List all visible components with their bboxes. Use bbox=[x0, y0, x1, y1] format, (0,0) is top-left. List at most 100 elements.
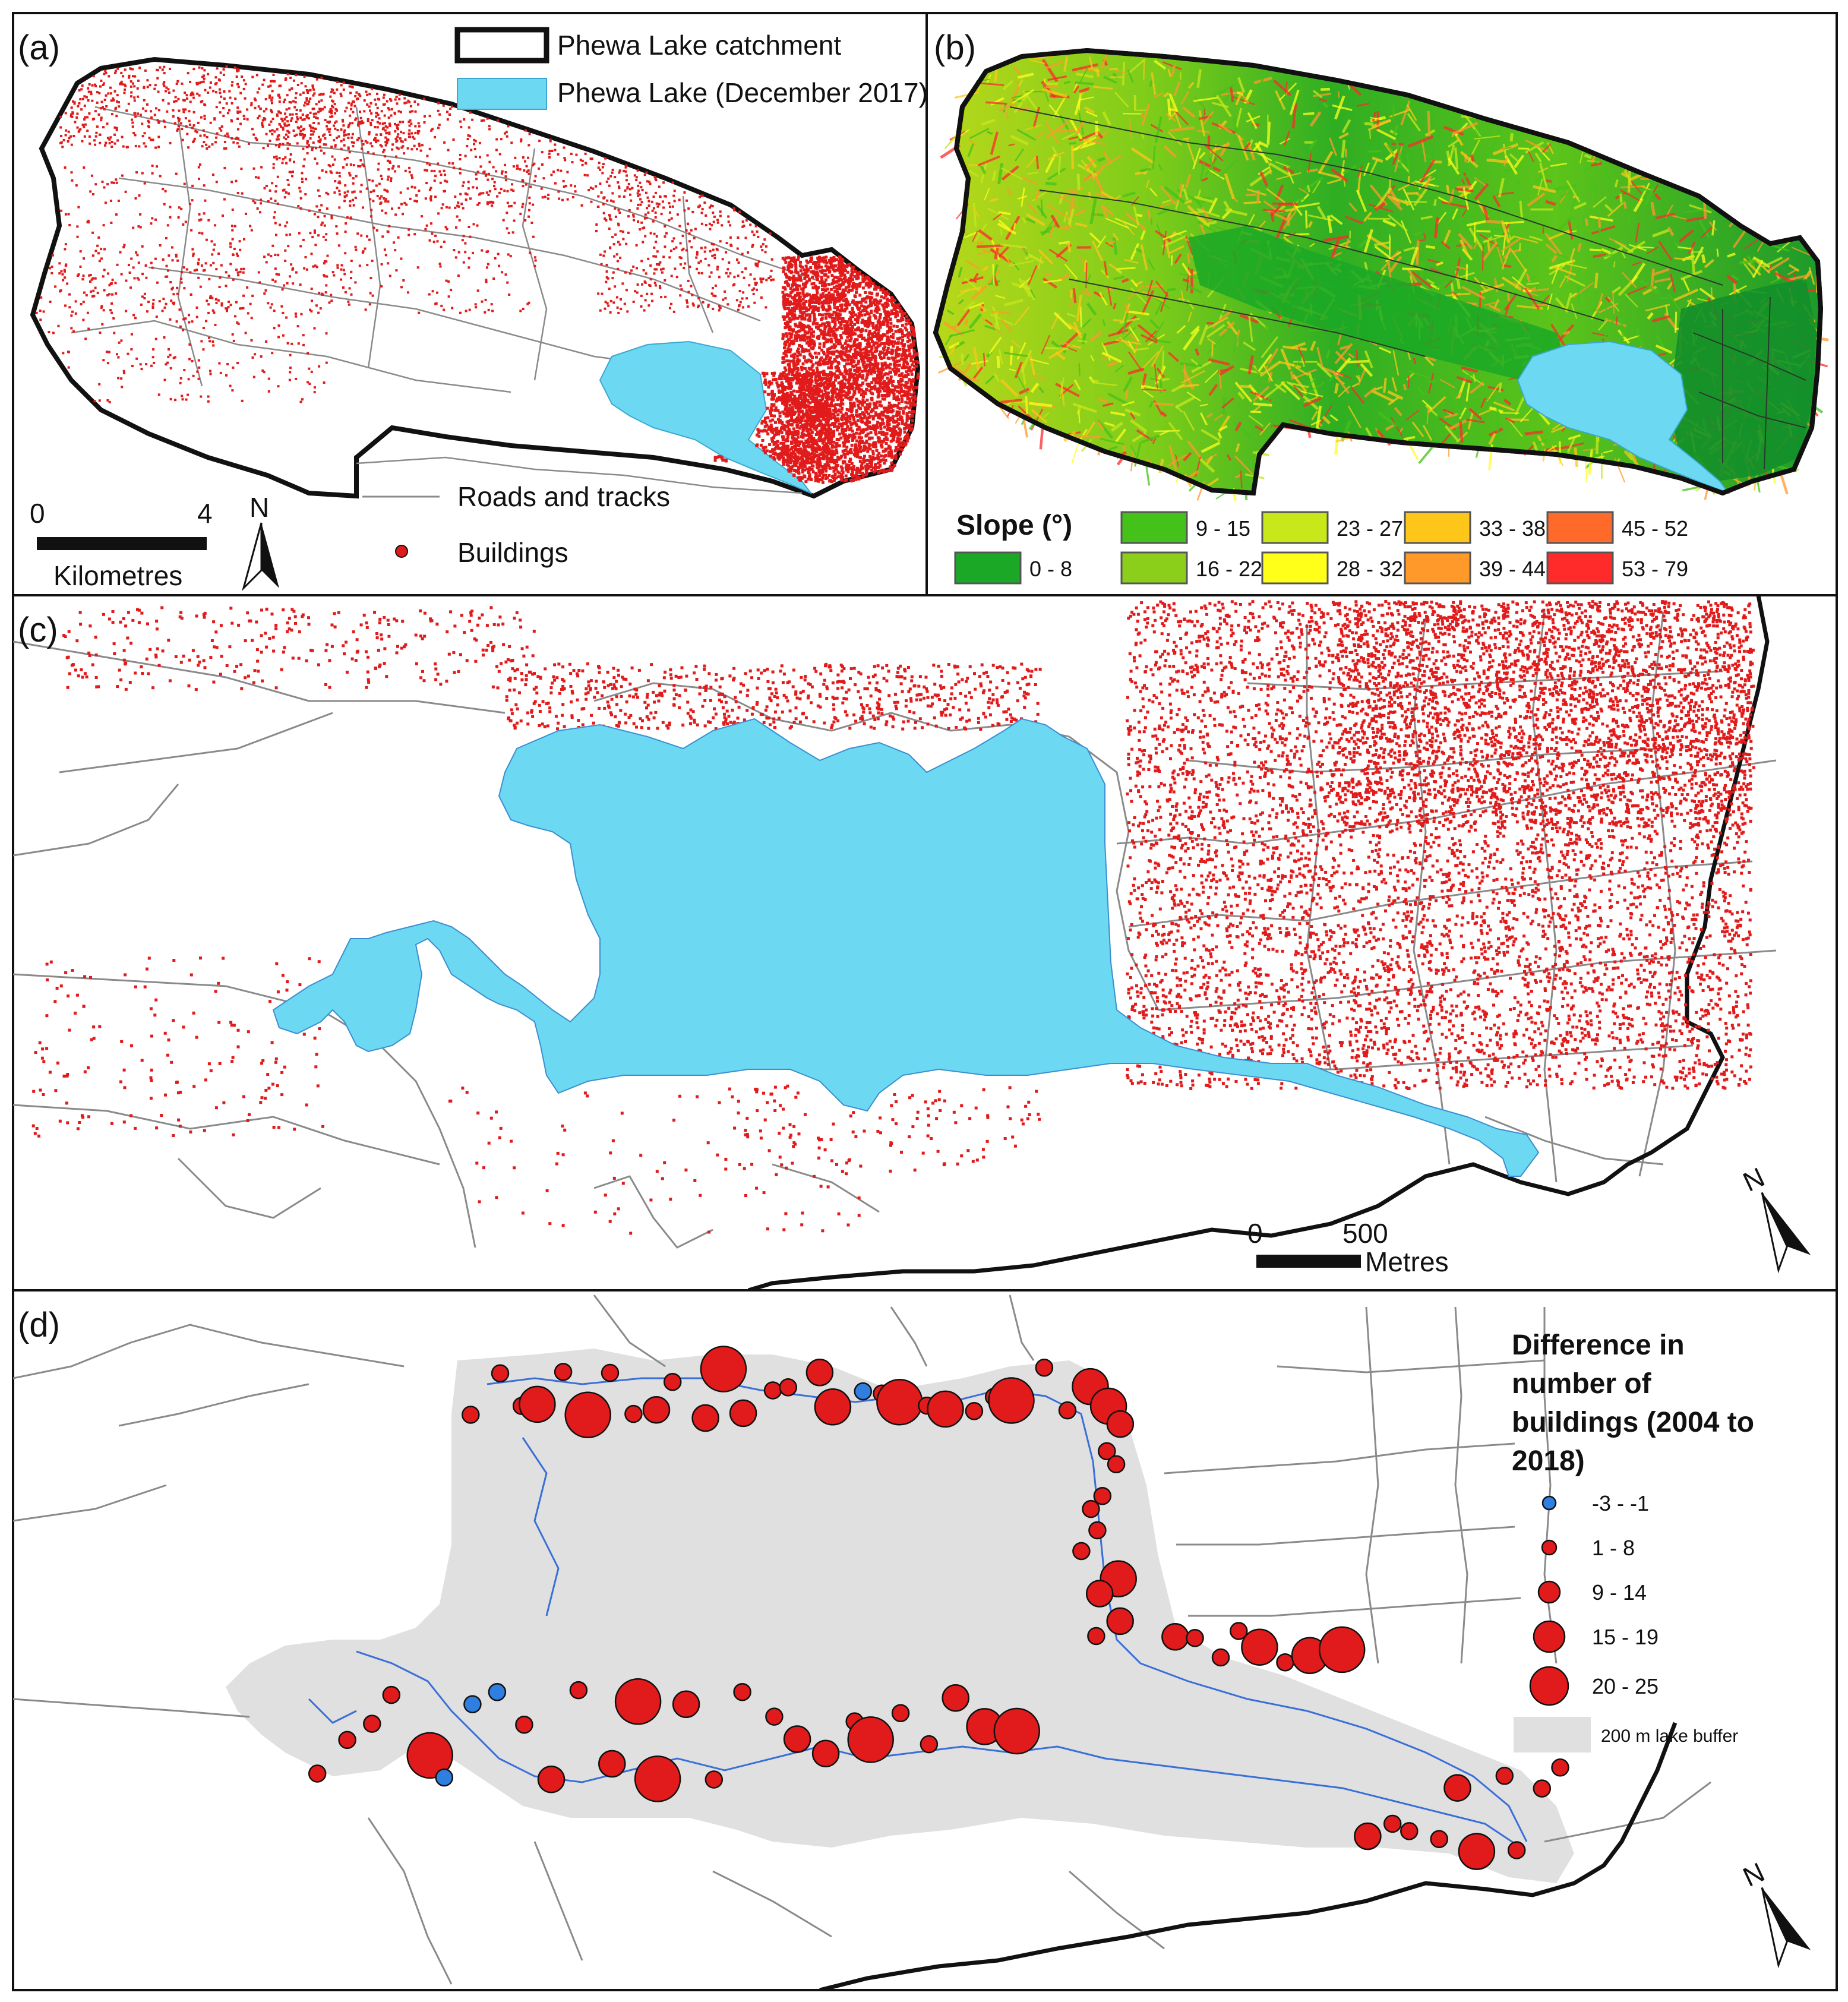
building-dot bbox=[219, 101, 221, 104]
building-dot bbox=[781, 337, 785, 340]
building-dot bbox=[236, 110, 239, 113]
building-dot bbox=[434, 195, 437, 198]
building-dot bbox=[273, 216, 276, 219]
building-dot bbox=[889, 321, 893, 325]
building-dot bbox=[857, 399, 860, 403]
building-dot bbox=[485, 280, 488, 283]
building-dot bbox=[658, 263, 661, 266]
building-dot bbox=[397, 147, 400, 150]
building-dot bbox=[170, 288, 173, 290]
building-dot bbox=[852, 393, 855, 397]
building-dot bbox=[441, 203, 444, 206]
building-dot bbox=[223, 166, 226, 169]
building-dot bbox=[374, 137, 377, 140]
building-dot bbox=[524, 219, 527, 222]
building-dot bbox=[640, 260, 643, 263]
building-dot bbox=[340, 140, 343, 143]
building-dot bbox=[112, 317, 115, 320]
building-dot bbox=[700, 194, 703, 197]
building-dot bbox=[680, 257, 683, 260]
building-dot bbox=[700, 211, 703, 214]
building-dot bbox=[795, 432, 798, 436]
building-dot bbox=[822, 456, 825, 459]
building-dot bbox=[645, 272, 647, 275]
building-dot bbox=[218, 286, 221, 288]
building-dot bbox=[661, 271, 664, 274]
building-dot bbox=[647, 200, 650, 203]
building-dot bbox=[866, 373, 870, 377]
building-dot bbox=[554, 143, 557, 146]
building-dot bbox=[548, 152, 551, 155]
building-dot bbox=[354, 118, 357, 121]
building-dot bbox=[84, 116, 87, 119]
building-dot bbox=[814, 293, 818, 297]
building-dot bbox=[851, 430, 854, 433]
building-dot bbox=[325, 260, 328, 263]
building-dot bbox=[795, 299, 799, 302]
building-dot bbox=[250, 317, 253, 320]
building-dot bbox=[261, 125, 264, 128]
building-dot bbox=[506, 281, 509, 284]
building-dot bbox=[873, 355, 877, 358]
building-dot bbox=[810, 478, 813, 481]
building-dot bbox=[285, 108, 288, 111]
building-dot bbox=[384, 136, 387, 139]
building-dot bbox=[854, 475, 858, 478]
building-dot bbox=[659, 195, 662, 198]
building-dot bbox=[188, 123, 191, 126]
building-dot bbox=[134, 197, 137, 200]
building-dot bbox=[146, 103, 149, 106]
building-dot bbox=[902, 410, 905, 413]
building-dot bbox=[312, 112, 315, 115]
building-dot bbox=[311, 149, 314, 151]
building-dot bbox=[399, 191, 402, 194]
building-dot bbox=[889, 388, 893, 391]
building-dot bbox=[307, 352, 309, 355]
building-dot bbox=[823, 337, 827, 340]
building-dot bbox=[203, 69, 206, 72]
building-dot bbox=[112, 181, 115, 184]
building-dot bbox=[602, 254, 605, 257]
building-dot bbox=[767, 277, 770, 280]
building-dot bbox=[343, 131, 346, 134]
building-dot bbox=[288, 89, 291, 91]
building-dot bbox=[396, 135, 399, 138]
building-dot bbox=[310, 288, 313, 290]
building-dot bbox=[847, 463, 851, 467]
building-dot bbox=[299, 130, 302, 132]
building-dot bbox=[630, 269, 633, 272]
building-dot bbox=[90, 90, 93, 93]
building-dot bbox=[330, 214, 333, 217]
building-dot bbox=[428, 239, 431, 242]
building-dot bbox=[649, 285, 652, 287]
building-dot bbox=[388, 274, 391, 277]
building-dot bbox=[254, 353, 257, 356]
building-dot bbox=[137, 112, 140, 115]
building-dot bbox=[830, 317, 834, 320]
building-dot bbox=[90, 290, 92, 293]
building-dot bbox=[816, 291, 819, 295]
building-dot bbox=[816, 369, 819, 372]
building-dot bbox=[835, 449, 838, 452]
building-dot bbox=[64, 248, 67, 251]
building-dot bbox=[242, 115, 245, 118]
building-dot bbox=[890, 356, 894, 360]
building-dot bbox=[836, 456, 840, 459]
building-dot bbox=[833, 302, 836, 306]
building-dot bbox=[222, 74, 225, 76]
building-dot bbox=[597, 166, 600, 169]
building-dot bbox=[143, 292, 146, 295]
building-dot bbox=[407, 99, 410, 102]
building-dot bbox=[382, 96, 385, 99]
building-dot bbox=[102, 224, 105, 227]
building-dot bbox=[324, 238, 327, 241]
building-dot bbox=[291, 268, 294, 271]
building-dot bbox=[157, 146, 160, 149]
building-dot bbox=[178, 118, 181, 121]
building-dot bbox=[184, 220, 187, 223]
building-dot bbox=[92, 75, 95, 78]
building-dot bbox=[838, 283, 841, 286]
building-dot bbox=[318, 141, 321, 144]
building-dot bbox=[232, 339, 235, 342]
building-dot bbox=[282, 158, 285, 161]
